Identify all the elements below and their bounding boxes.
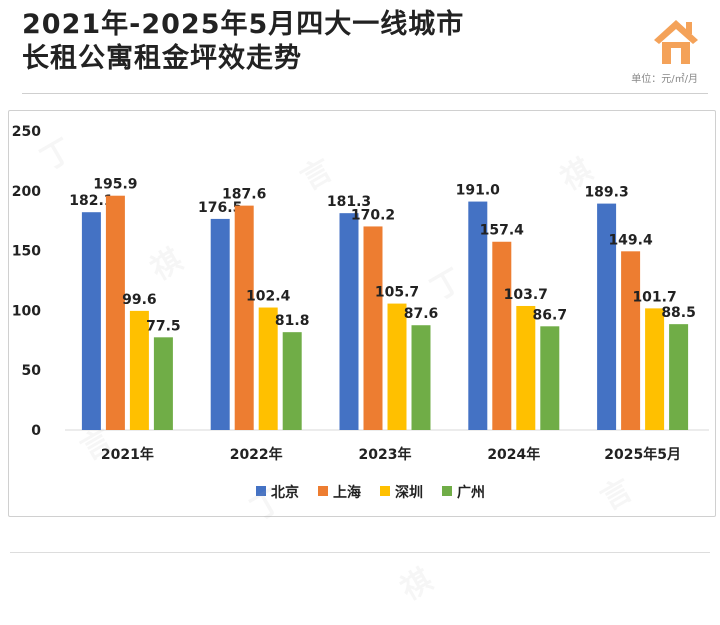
data-label: 157.4 [480,223,525,239]
bar-shenzhen [645,308,665,430]
bar-guangzhou [411,325,431,430]
bar-shenzhen [516,305,536,430]
data-label: 86.7 [533,307,568,323]
legend-label: 广州 [457,484,485,501]
house-icon [654,20,698,64]
y-tick-label: 150 [12,244,41,260]
footer-divider [10,552,710,553]
x-tick-label: 2025年5月 [604,446,681,463]
chart-title: 2021年-2025年5月四大一线城市 长租公寓租金坪效走势 [22,8,464,76]
bar-shanghai [234,205,254,430]
data-label: 170.2 [351,207,395,223]
header: 2021年-2025年5月四大一线城市 长租公寓租金坪效走势 单位：元/㎡/月 [0,0,720,92]
data-label: 105.7 [375,285,419,301]
bar-beijing [210,218,230,430]
legend-swatch [318,486,328,496]
legend-swatch [442,486,452,496]
data-label: 103.7 [504,287,548,303]
bar-guangzhou [669,324,689,430]
bar-beijing [81,212,101,430]
x-tick-label: 2023年 [359,446,412,463]
header-divider [22,93,708,94]
y-tick-label: 100 [12,303,41,319]
legend-swatch [380,486,390,496]
bar-shanghai [621,251,641,430]
data-label: 191.0 [456,183,501,199]
y-tick-label: 50 [22,363,42,379]
bar-guangzhou [540,326,560,430]
bar-shanghai [363,226,383,430]
data-label: 81.8 [275,313,310,329]
data-label: 102.4 [246,289,291,305]
x-tick-label: 2021年 [101,446,154,463]
bar-beijing [597,203,617,430]
legend-swatch [256,486,266,496]
bar-shenzhen [387,303,407,430]
data-label: 182.1 [69,193,113,209]
data-label: 195.9 [93,177,137,193]
data-label: 77.5 [146,318,181,334]
data-label: 149.4 [608,232,653,248]
bar-guangzhou [282,332,302,430]
data-label: 87.6 [404,306,439,322]
bar-guangzhou [153,337,173,430]
data-label: 176.5 [198,200,242,216]
data-label: 189.3 [584,185,628,201]
unit-label: 单位：元/㎡/月 [631,74,698,85]
bar-shanghai [105,195,125,430]
y-tick-label: 250 [12,124,41,140]
bar-shenzhen [258,307,278,430]
bar-beijing [339,213,359,430]
data-label: 99.6 [122,292,157,308]
x-tick-label: 2022年 [230,446,283,463]
title-line-1: 2021年-2025年5月四大一线城市 [22,9,465,40]
y-tick-label: 200 [12,184,41,200]
legend-label: 北京 [271,484,299,501]
legend-label: 上海 [333,484,361,501]
bar-beijing [468,201,488,430]
x-tick-label: 2024年 [487,446,540,463]
bar-shenzhen [129,310,149,430]
data-label: 88.5 [661,305,696,321]
bar-shanghai [492,241,512,430]
chart-panel: 0 50 100 150 200 250 182.1 195.9 99.6 77.5 2021年 17… [8,110,716,517]
data-label: 181.3 [327,194,371,210]
data-label: 187.6 [222,187,266,203]
legend-label: 深圳 [395,484,423,501]
y-tick-label: 0 [31,423,41,439]
title-line-2: 长租公寓租金坪效走势 [22,43,302,74]
data-label: 101.7 [632,289,676,305]
